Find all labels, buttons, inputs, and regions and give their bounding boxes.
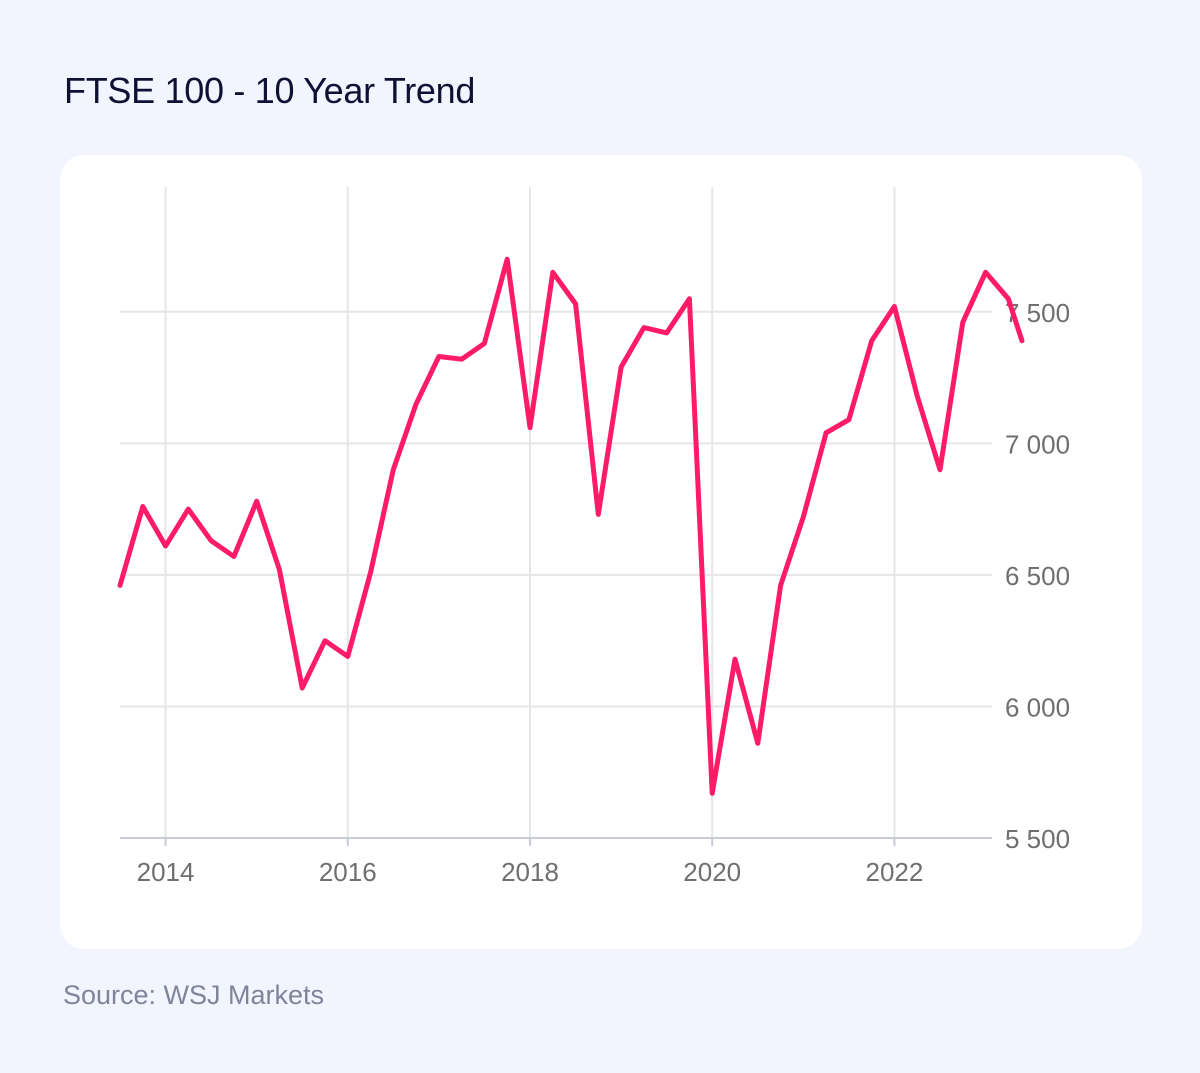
y-tick-label: 5 500 [1005,824,1070,854]
x-tick-label: 2020 [683,857,741,887]
y-tick-label: 7 000 [1005,429,1070,459]
x-tick-label: 2014 [137,857,195,887]
source-note: Source: WSJ Markets [63,980,325,1010]
page-title: FTSE 100 - 10 Year Trend [64,70,476,111]
series-line [117,256,1025,796]
y-tick-label: 6 000 [1005,692,1070,722]
x-tick-label: 2022 [866,857,924,887]
y-tick-label: 6 500 [1005,561,1070,591]
chart-card: 2014 2016 2018 2020 2022 5 500 6 000 6 500 7 00… [60,155,1142,949]
line-chart: 2014 2016 2018 2020 2022 5 500 6 000 6 500 7 00… [117,187,1070,887]
x-tick-label: 2018 [501,857,559,887]
x-tick-label: 2016 [319,857,377,887]
